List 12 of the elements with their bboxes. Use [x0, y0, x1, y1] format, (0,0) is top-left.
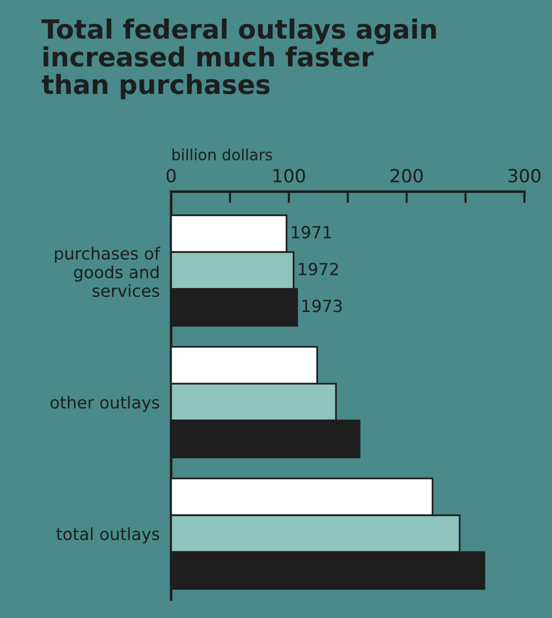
x-tick-label: 200	[390, 168, 423, 183]
chart-title: Total federal outlays again increased much faster than purchases	[42, 18, 436, 100]
x-tick-label: 0	[166, 168, 176, 183]
series-label: 1973	[302, 300, 342, 312]
x-axis-title: billion dollars	[172, 148, 272, 160]
series-label: 1972	[298, 262, 338, 276]
y-tick-label: other outlays	[50, 396, 160, 412]
series-label: 1971	[292, 226, 331, 239]
x-tick-label: 300	[508, 168, 540, 183]
y-tick-label: purchases of goods and services	[54, 246, 160, 298]
y-tick-label: total outlays	[56, 527, 160, 544]
x-tick-label: 100	[274, 168, 305, 183]
